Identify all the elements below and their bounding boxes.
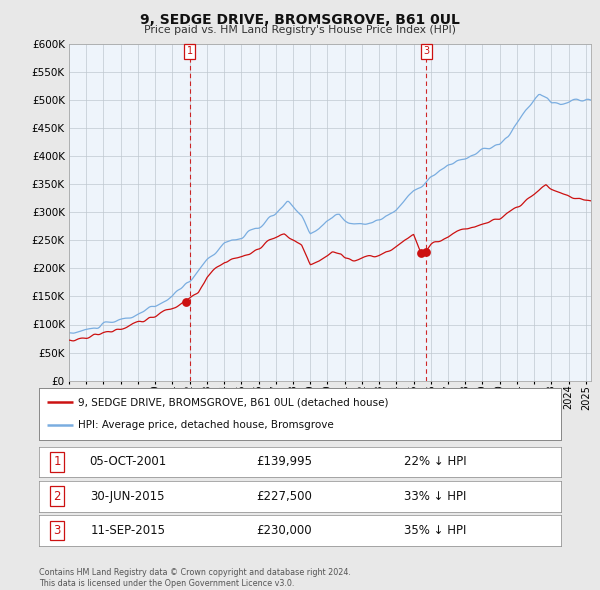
Text: 2: 2 — [53, 490, 61, 503]
Text: Price paid vs. HM Land Registry's House Price Index (HPI): Price paid vs. HM Land Registry's House … — [144, 25, 456, 35]
Point — [416, 248, 426, 258]
Text: 9, SEDGE DRIVE, BROMSGROVE, B61 0UL (detached house): 9, SEDGE DRIVE, BROMSGROVE, B61 0UL (det… — [78, 397, 389, 407]
Point — [421, 247, 431, 256]
Text: £227,500: £227,500 — [256, 490, 312, 503]
Text: 9, SEDGE DRIVE, BROMSGROVE, B61 0UL: 9, SEDGE DRIVE, BROMSGROVE, B61 0UL — [140, 13, 460, 27]
Text: HPI: Average price, detached house, Bromsgrove: HPI: Average price, detached house, Brom… — [78, 420, 334, 430]
Text: 35% ↓ HPI: 35% ↓ HPI — [404, 524, 467, 537]
Text: £230,000: £230,000 — [257, 524, 312, 537]
Text: 33% ↓ HPI: 33% ↓ HPI — [404, 490, 467, 503]
Text: 30-JUN-2015: 30-JUN-2015 — [91, 490, 165, 503]
Text: 3: 3 — [423, 47, 429, 57]
Text: 1: 1 — [187, 47, 193, 57]
Text: 11-SEP-2015: 11-SEP-2015 — [90, 524, 165, 537]
Text: 22% ↓ HPI: 22% ↓ HPI — [404, 455, 467, 468]
Text: 05-OCT-2001: 05-OCT-2001 — [89, 455, 166, 468]
Text: £139,995: £139,995 — [256, 455, 313, 468]
Point — [181, 297, 190, 307]
Text: 3: 3 — [53, 524, 61, 537]
Text: 1: 1 — [53, 455, 61, 468]
Text: Contains HM Land Registry data © Crown copyright and database right 2024.
This d: Contains HM Land Registry data © Crown c… — [39, 568, 351, 588]
